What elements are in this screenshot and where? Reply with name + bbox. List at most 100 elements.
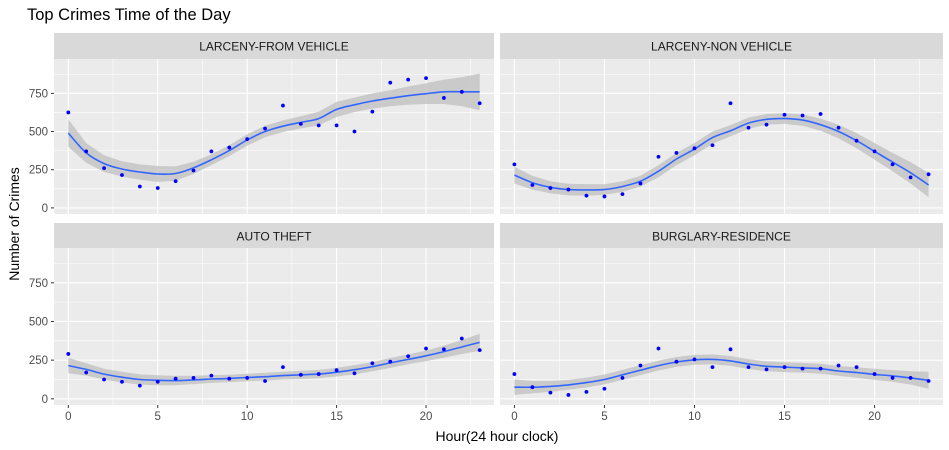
smooth-line <box>514 358 929 389</box>
data-point <box>334 368 339 373</box>
facet-strip <box>500 223 943 249</box>
facet-strip <box>500 33 943 59</box>
data-point <box>66 110 71 115</box>
data-point <box>800 113 805 118</box>
data-point <box>620 376 625 380</box>
data-point <box>854 138 859 143</box>
data-point <box>638 363 643 368</box>
facet-panel: AUTO THEFT 0 250 500 750 0 5 10 15 20 <box>29 223 494 423</box>
data-point <box>728 101 733 106</box>
data-point <box>120 173 124 177</box>
panel-background <box>54 59 494 214</box>
facet-strip-label: LARCENY-FROM VEHICLE <box>199 40 349 54</box>
data-point <box>818 112 823 116</box>
data-point <box>84 370 89 375</box>
data-point <box>191 168 196 173</box>
data-point <box>209 373 214 378</box>
data-point <box>155 379 160 384</box>
smooth-line <box>67 90 480 176</box>
data-point <box>926 379 931 383</box>
y-tick-label: 500 <box>29 316 48 328</box>
data-point <box>406 354 411 359</box>
data-point <box>191 376 196 380</box>
data-point <box>926 172 931 177</box>
data-point <box>477 348 482 352</box>
data-point <box>424 346 428 351</box>
data-point <box>459 336 464 341</box>
data-point <box>209 149 214 154</box>
data-point <box>173 179 178 184</box>
x-tick-label: 0 <box>511 411 517 423</box>
chart-title: Top Crimes Time of the Day <box>27 6 231 24</box>
data-point <box>334 123 339 128</box>
data-point <box>602 194 607 199</box>
data-point <box>836 125 841 130</box>
data-point <box>245 376 250 380</box>
data-point <box>584 389 589 394</box>
data-point <box>102 377 106 382</box>
data-point <box>512 372 517 376</box>
data-point <box>692 146 697 151</box>
x-tick-label: 10 <box>688 411 701 423</box>
data-point <box>620 192 625 197</box>
data-point <box>764 122 769 127</box>
data-point <box>316 123 321 128</box>
data-point <box>137 383 142 388</box>
data-point <box>674 151 679 155</box>
data-point <box>872 149 877 154</box>
data-point <box>530 183 535 187</box>
data-point <box>746 125 751 130</box>
data-point <box>173 376 178 381</box>
data-point <box>281 365 285 370</box>
data-point <box>298 122 303 126</box>
data-point <box>227 376 232 381</box>
facet-panel: LARCENY-NON VEHICLE <box>500 33 943 214</box>
data-point <box>477 101 482 106</box>
data-point <box>424 76 428 80</box>
data-point <box>764 367 769 372</box>
facet-panel: BURGLARY-RESIDENCE 0 5 10 15 20 <box>500 223 943 423</box>
data-point <box>530 385 535 390</box>
data-point <box>656 154 661 159</box>
y-tick-label: 500 <box>29 127 48 139</box>
x-tick-label: 20 <box>420 411 433 423</box>
x-tick-label: 10 <box>241 411 254 423</box>
x-tick-label: 5 <box>155 411 161 423</box>
data-point <box>800 366 805 371</box>
data-point <box>890 376 895 380</box>
confidence-band <box>514 354 929 395</box>
x-tick-label: 15 <box>330 411 343 423</box>
data-point <box>656 346 661 351</box>
data-point <box>388 359 393 364</box>
data-point <box>728 347 733 352</box>
data-point <box>674 359 679 364</box>
data-point <box>746 365 751 370</box>
data-point <box>692 357 697 362</box>
data-point <box>281 103 285 108</box>
data-point <box>836 363 841 368</box>
facet-panels: LARCENY-FROM VEHICLE0250500750LARCENY-NO… <box>29 33 943 423</box>
data-point <box>890 162 895 167</box>
data-point <box>710 365 715 370</box>
data-point <box>872 372 877 376</box>
data-point <box>388 80 393 85</box>
data-point <box>137 184 142 189</box>
y-tick-label: 250 <box>29 165 48 177</box>
data-point <box>84 149 89 154</box>
data-point <box>548 390 553 395</box>
data-point <box>908 376 913 380</box>
x-tick-label: 0 <box>65 411 71 423</box>
data-point <box>370 109 375 114</box>
data-point <box>782 365 787 370</box>
facet-strip-label: BURGLARY-RESIDENCE <box>652 230 791 244</box>
y-tick-label: 0 <box>42 203 48 215</box>
data-point <box>638 181 643 186</box>
data-point <box>566 187 571 192</box>
y-axis-title: Number of Crimes <box>6 167 22 281</box>
facet-strip <box>54 223 494 249</box>
data-point <box>442 96 446 100</box>
y-tick-label: 0 <box>42 394 48 406</box>
y-tick-label: 250 <box>29 355 48 367</box>
data-point <box>602 386 607 391</box>
data-point <box>782 112 787 117</box>
